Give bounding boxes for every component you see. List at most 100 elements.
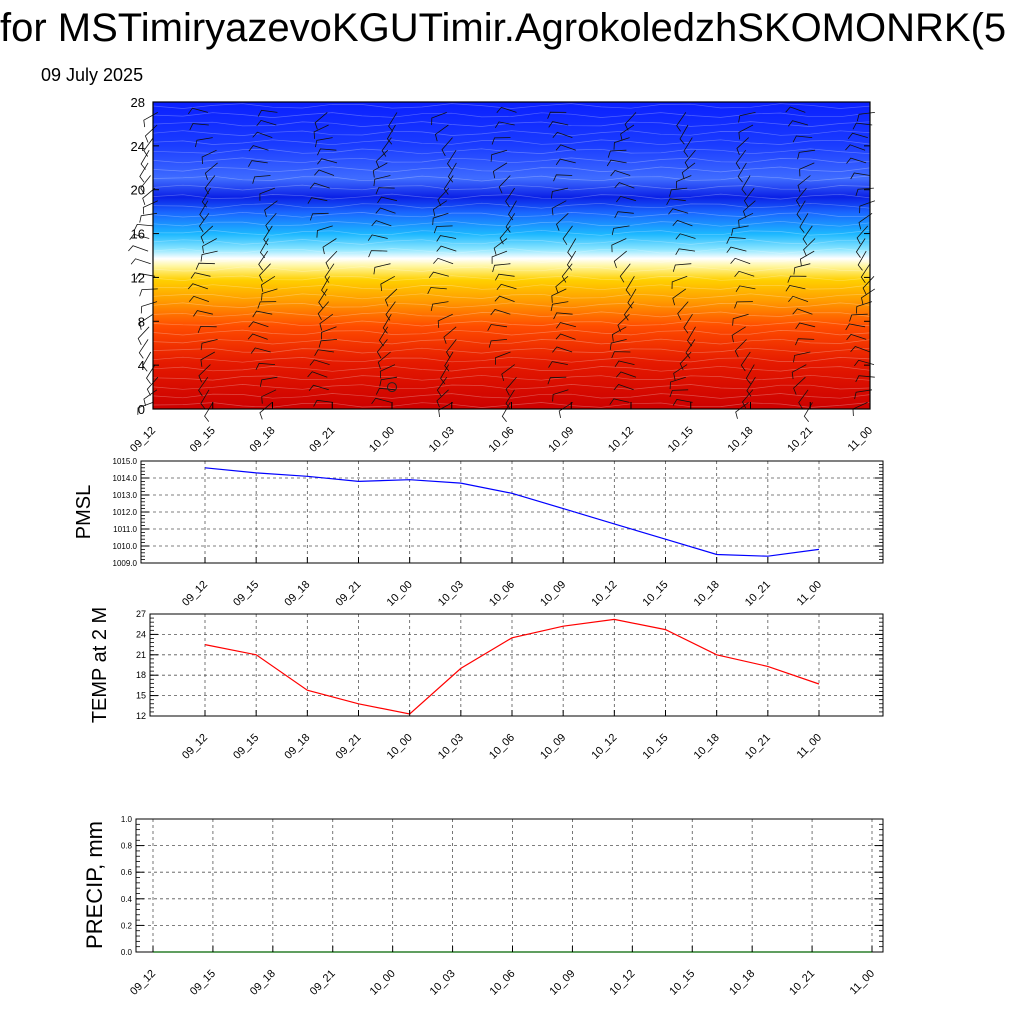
wind-barb	[264, 200, 278, 218]
wind-barb	[552, 346, 573, 353]
wind-barb	[619, 263, 631, 283]
wind-barb	[375, 387, 396, 395]
wind-barb	[738, 112, 756, 123]
wind-barb	[684, 149, 696, 169]
y-tick-label: 1.0	[121, 815, 133, 824]
wind-barb	[746, 376, 756, 397]
wind-barb	[375, 187, 395, 195]
x-tick-label: 10_15	[641, 579, 671, 609]
wind-barb	[616, 195, 637, 203]
contour-line	[152, 239, 871, 245]
wind-barb	[607, 149, 627, 158]
contour-line	[152, 275, 871, 282]
plot-frame	[149, 613, 884, 717]
wind-barb	[324, 263, 335, 283]
wind-barb	[307, 371, 328, 378]
contour-line	[152, 257, 871, 263]
wind-barb	[625, 276, 635, 296]
wind-barb	[316, 225, 333, 238]
wind-barb	[137, 326, 150, 345]
wind-barb	[142, 351, 152, 372]
wind-barb	[743, 187, 755, 208]
wind-barb	[142, 187, 156, 206]
wind-barb	[140, 301, 158, 314]
wind-barb	[437, 187, 450, 207]
wind-barb	[189, 123, 209, 131]
wind-barb	[317, 158, 338, 165]
wind-barb	[795, 322, 816, 330]
wind-barb	[613, 137, 630, 150]
cross-section-panel: 0 4 8 12 16 20 24 28 09_12 09_15 09_18 09_21 10_00 10…	[128, 95, 875, 455]
wind-barb	[845, 323, 866, 331]
x-tick-label: 10_03	[436, 732, 466, 762]
y-tick-label: 1012.0	[113, 508, 138, 517]
wind-barb	[796, 200, 806, 221]
x-tick-label: 09_15	[188, 968, 218, 998]
wind-barb	[675, 233, 696, 240]
x-tick-label: 10_06	[487, 425, 517, 455]
x-tick-label: 09_12	[128, 968, 158, 998]
wind-barb	[317, 148, 337, 156]
wind-barb	[427, 287, 447, 294]
wind-barb	[380, 275, 395, 292]
wind-barb	[799, 250, 815, 267]
wind-barb	[787, 120, 809, 127]
wind-barb	[187, 283, 209, 290]
wind-barb	[193, 310, 213, 317]
wind-barb	[433, 225, 453, 234]
wind-barb	[260, 275, 276, 292]
wind-barb	[685, 339, 696, 359]
wind-barb	[197, 325, 217, 334]
wind-barb	[498, 175, 511, 194]
contour-line	[152, 220, 871, 227]
heatmap-field	[153, 102, 870, 409]
series-line	[204, 467, 820, 557]
wind-barb	[553, 312, 573, 320]
wind-barb	[139, 313, 154, 330]
wind-barb	[146, 376, 159, 396]
wind-barb	[259, 376, 278, 387]
wind-barb	[441, 137, 453, 157]
x-tick-label: 10_18	[692, 732, 722, 762]
wind-barb	[672, 263, 692, 272]
wind-barb	[317, 301, 330, 320]
wind-barb	[666, 198, 686, 205]
y-tick-label: 0.0	[121, 948, 133, 957]
wind-barb	[672, 399, 693, 406]
wind-barb	[444, 351, 454, 372]
wind-barb	[737, 162, 747, 183]
wind-barb	[795, 338, 815, 346]
wind-barb	[802, 225, 813, 246]
wind-barb	[307, 197, 328, 204]
x-tick-label: 11_00	[846, 425, 876, 455]
x-tick-label: 09_12	[180, 579, 210, 609]
contour-line	[152, 193, 871, 200]
wind-barb	[793, 263, 811, 275]
wind-barb	[496, 106, 517, 113]
wind-barb	[428, 271, 449, 279]
wind-barb	[487, 324, 508, 331]
wind-barb	[850, 172, 871, 180]
x-tick-label: 09_21	[307, 425, 337, 455]
wind-barb	[735, 149, 747, 170]
contour-line	[152, 103, 871, 109]
wind-barb	[138, 339, 149, 359]
contour-line	[152, 139, 871, 146]
wind-barb	[795, 187, 807, 207]
temp-panel: 12 15 18 21 24 27 09_12 09_15 09_18 09_21 10_00 10_…	[89, 607, 884, 762]
wind-barb	[550, 301, 569, 312]
wind-barb	[675, 248, 696, 255]
x-tick-label: 10_00	[385, 579, 415, 609]
contour-line	[152, 284, 871, 291]
wind-barb	[791, 364, 807, 380]
wind-barb	[617, 313, 630, 332]
wind-barb	[248, 145, 269, 152]
wind-barb	[741, 175, 751, 195]
wind-barb	[315, 137, 333, 148]
wind-barb	[681, 162, 696, 180]
x-tick-label: 09_15	[188, 425, 218, 455]
wind-barb	[561, 263, 573, 283]
wind-barb	[325, 250, 338, 270]
wind-barb	[431, 112, 447, 126]
wind-barb	[200, 389, 210, 410]
